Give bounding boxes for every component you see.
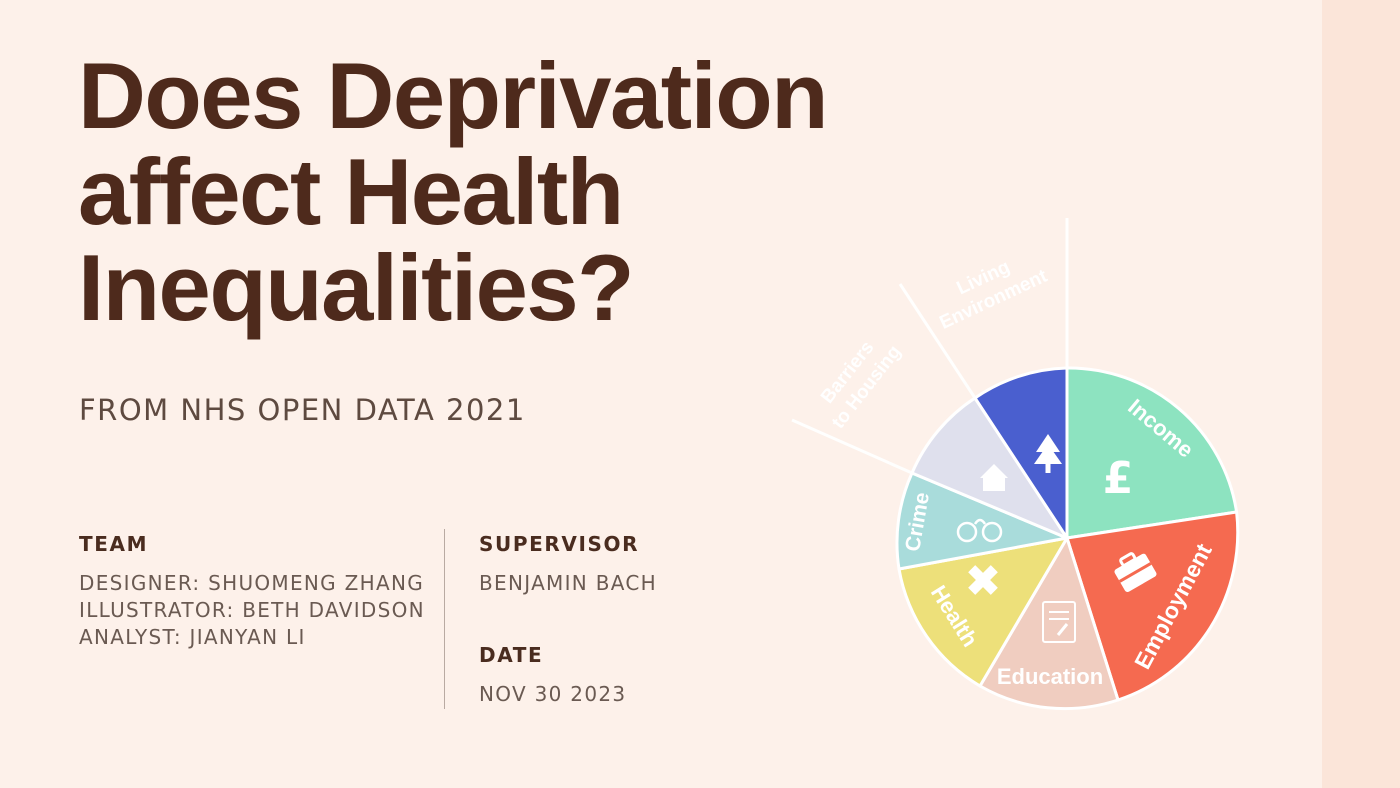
wedge-health (897, 536, 1069, 688)
right-edge-strip (1322, 0, 1400, 788)
house-icon (980, 464, 1008, 491)
subtitle: FROM NHS OPEN DATA 2021 (79, 393, 526, 427)
document-icon (1042, 601, 1076, 643)
supervisor-name: BENJAMIN BACH (479, 571, 657, 595)
wedge-barriers-to-housing (910, 396, 1069, 540)
team-heading: TEAM (79, 532, 149, 556)
column-divider (444, 529, 445, 709)
tree-icon (1034, 434, 1062, 473)
date-value: NOV 30 2023 (479, 682, 627, 706)
briefcase-icon (1114, 552, 1157, 593)
wedge-education (978, 536, 1120, 711)
handcuffs-icon (956, 518, 1003, 543)
cross-icon (968, 565, 998, 595)
pound-icon: £ (1103, 453, 1134, 504)
team-member-analyst: ANALYST: JIANYAN LI (79, 625, 306, 649)
team-list: DESIGNER: SHUOMENG ZHANG ILLUSTRATOR: BE… (79, 570, 425, 651)
label-education: Education (997, 664, 1103, 689)
page-title: Does Deprivation affect Health Inequalit… (78, 43, 829, 340)
wheel-guide-lines (791, 218, 1069, 475)
date-heading: DATE (479, 643, 544, 667)
supervisor-heading: SUPERVISOR (479, 532, 640, 556)
wedge-living-environment (973, 366, 1069, 540)
wedge-employment (1065, 510, 1240, 702)
team-member-designer: DESIGNER: SHUOMENG ZHANG (79, 571, 425, 595)
team-member-illustrator: ILLUSTRATOR: BETH DAVIDSON (79, 598, 425, 622)
wedge-income (1065, 366, 1239, 540)
